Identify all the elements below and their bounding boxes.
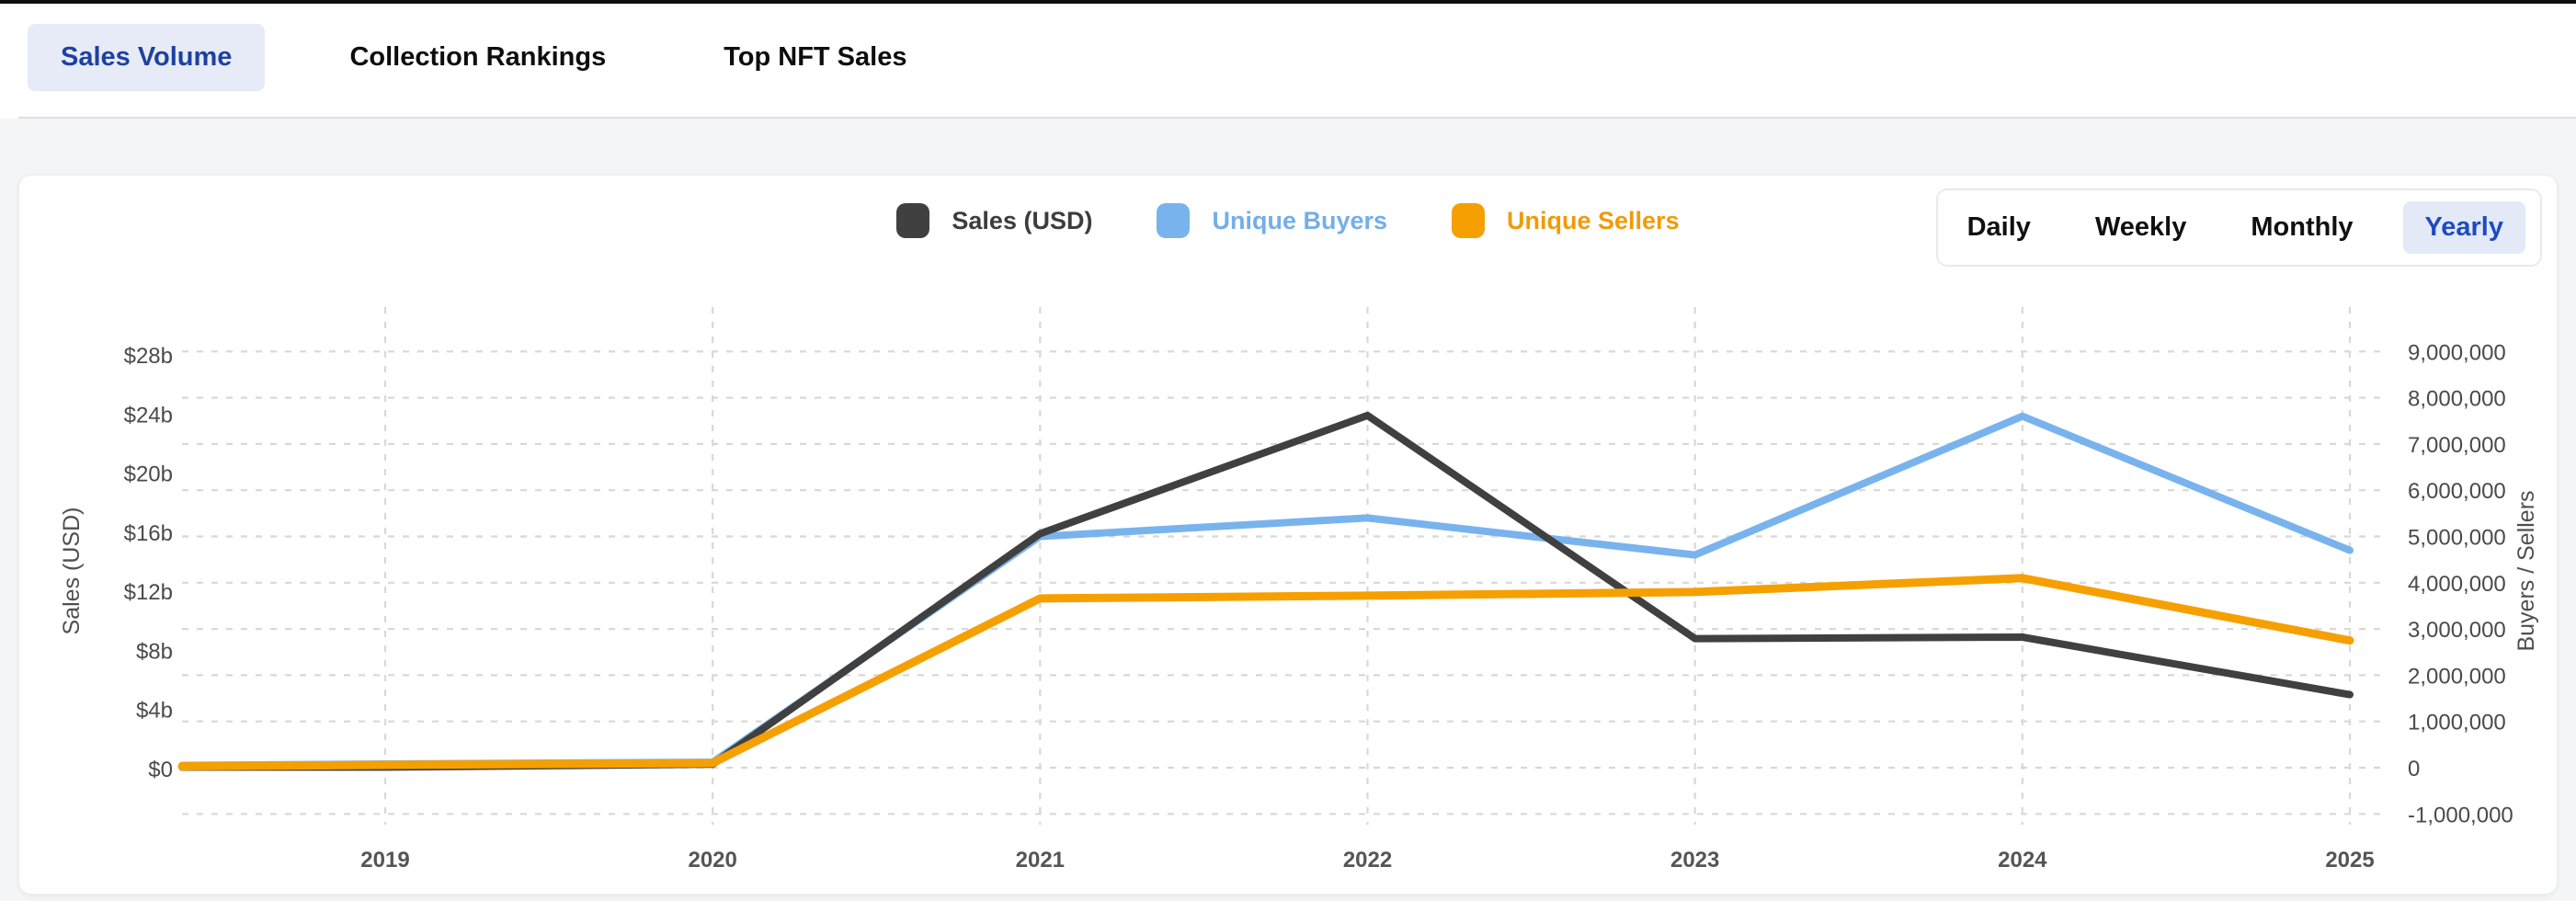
right-axis-tick: 7,000,000 <box>2408 433 2506 458</box>
right-axis-title: Buyers / Sellers <box>2513 490 2539 651</box>
x-axis-label-2025: 2025 <box>2325 848 2374 872</box>
unique-buyers-swatch-icon <box>1157 203 1191 238</box>
left-axis-tick: $8b <box>136 639 173 664</box>
left-axis-title: Sales (USD) <box>59 508 85 635</box>
period-option-yearly[interactable]: Yearly <box>2402 201 2525 254</box>
right-axis-tick: 3,000,000 <box>2408 618 2506 643</box>
right-axis-tick: 4,000,000 <box>2408 572 2506 597</box>
series-line-sales-usd- <box>178 411 2354 771</box>
left-axis-tick: $20b <box>124 462 173 487</box>
tab-collection-rankings[interactable]: Collection Rankings <box>349 42 607 72</box>
tab-top-nft-sales[interactable]: Top NFT Sales <box>724 42 907 72</box>
right-axis-tick: 0 <box>2408 757 2420 781</box>
legend-label-unique-sellers: Unique Sellers <box>1507 206 1680 234</box>
left-axis-tick: $4b <box>136 699 173 724</box>
x-axis-label-2022: 2022 <box>1343 848 1392 872</box>
chart-legend: Sales (USD) Unique Buyers Unique Sellers <box>19 203 2557 238</box>
legend-item-sales-usd[interactable]: Sales (USD) <box>896 203 1092 238</box>
right-axis-tick: 2,000,000 <box>2408 664 2506 689</box>
unique-sellers-swatch-icon <box>1452 203 1486 238</box>
x-axis-label-2019: 2019 <box>360 848 409 872</box>
left-axis-tick: $16b <box>124 521 173 546</box>
left-axis-tick: $28b <box>124 344 173 369</box>
tab-bar: Sales Volume Collection Rankings Top NFT… <box>0 4 2576 119</box>
left-axis-tick: $12b <box>124 580 173 605</box>
right-axis-tick: 1,000,000 <box>2408 711 2506 736</box>
period-option-weekly[interactable]: Weekly <box>2094 212 2187 242</box>
x-axis-label-2024: 2024 <box>1998 848 2047 872</box>
sales-usd-swatch-icon <box>896 203 930 238</box>
tabs-container: Sales Volume Collection Rankings Top NFT… <box>28 24 940 91</box>
right-axis-tick: 5,000,000 <box>2408 526 2506 551</box>
series-line-unique-sellers <box>177 574 2354 770</box>
right-axis-tick: 8,000,000 <box>2408 387 2506 412</box>
legend-label-sales-usd: Sales (USD) <box>952 206 1093 234</box>
x-axis-label-2023: 2023 <box>1670 848 1719 872</box>
legend-item-unique-buyers[interactable]: Unique Buyers <box>1157 203 1387 238</box>
window-top-edge <box>0 0 2576 4</box>
tab-sales-volume[interactable]: Sales Volume <box>28 24 266 91</box>
series-line-unique-buyers <box>178 412 2354 770</box>
right-axis-tick: 9,000,000 <box>2408 340 2506 365</box>
legend-item-unique-sellers[interactable]: Unique Sellers <box>1452 203 1680 238</box>
left-axis-tick: $24b <box>124 403 173 428</box>
right-axis-tick: -1,000,000 <box>2408 803 2513 827</box>
x-axis-label-2020: 2020 <box>688 848 736 872</box>
x-axis-label-2021: 2021 <box>1016 848 1065 872</box>
legend-label-unique-buyers: Unique Buyers <box>1212 206 1388 234</box>
header-divider <box>18 117 2576 119</box>
chart-card: Sales (USD) Unique Buyers Unique Sellers… <box>18 175 2558 895</box>
left-axis-tick: $0 <box>148 758 173 782</box>
right-axis-tick: 6,000,000 <box>2408 479 2506 504</box>
chart-canvas: 2019 2020 2021 2022 2023 2024 2025 $28b $24b $20b… <box>59 307 2539 872</box>
period-toggle-group: Daily Weekly Monthly Yearly <box>1935 188 2542 267</box>
period-option-monthly[interactable]: Monthly <box>2251 212 2354 242</box>
period-option-daily[interactable]: Daily <box>1966 212 2031 242</box>
